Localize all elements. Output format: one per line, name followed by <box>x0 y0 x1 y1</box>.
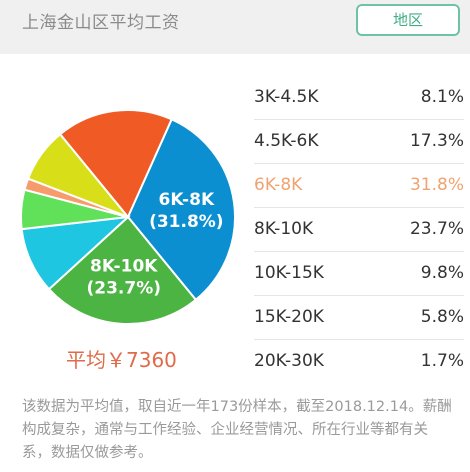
legend-range: 4.5K-6K <box>254 131 319 151</box>
legend-percent: 31.8% <box>409 175 464 195</box>
legend-percent: 23.7% <box>409 219 464 239</box>
legend-percent: 17.3% <box>409 131 464 151</box>
legend-row: 20K-30K 1.7% <box>254 340 464 384</box>
pie-label-percent: (23.7%) <box>86 279 161 299</box>
page-title: 上海金山区平均工资 <box>22 13 180 33</box>
legend-row: 10K-15K 9.8% <box>254 252 464 296</box>
pie-label-percent: (31.8%) <box>149 212 224 232</box>
legend-row: 15K-20K 5.8% <box>254 296 464 340</box>
salary-legend: 3K-4.5K 8.1% 4.5K-6K 17.3% 6K-8K 31.8% 8K-10K 2… <box>254 76 464 384</box>
pie-slice-8k-10k <box>47 215 198 325</box>
legend-range: 3K-4.5K <box>254 87 319 107</box>
legend-range: 6K-8K <box>254 175 303 195</box>
average-salary: 平均￥7360 <box>66 348 177 372</box>
pie-slice-6k-8k <box>126 118 236 302</box>
legend-percent: 9.8% <box>420 263 464 283</box>
pie-slice-4.5k-6k <box>58 109 174 219</box>
legend-row: 4.5K-6K 17.3% <box>254 120 464 164</box>
legend-row: 3K-4.5K 8.1% <box>254 76 464 120</box>
legend-range: 10K-15K <box>254 263 324 283</box>
legend-percent: 5.8% <box>420 307 464 327</box>
page-header: 上海金山区平均工资 地区 <box>0 0 470 54</box>
legend-row: 8K-10K 23.7% <box>254 208 464 252</box>
data-note: 该数据为平均值，取自近一年173份样本，截至2018.12.14。薪酬构成复杂，… <box>22 399 452 461</box>
legend-percent: 8.1% <box>420 87 464 107</box>
region-button[interactable]: 地区 <box>356 4 460 36</box>
pie-label-category: 8K-10K <box>90 257 158 277</box>
legend-range: 20K-30K <box>254 351 324 371</box>
legend-range: 8K-10K <box>254 219 314 239</box>
pie-slice-20k-30k <box>23 177 129 218</box>
legend-percent: 1.7% <box>420 351 464 371</box>
pie-label-category: 6K-8K <box>159 190 215 210</box>
legend-row: 6K-8K 31.8% <box>254 164 464 208</box>
salary-pie-chart: 6K-8K(31.8%) 8K-10K(23.7%) <box>20 109 236 325</box>
legend-range: 15K-20K <box>254 307 324 327</box>
